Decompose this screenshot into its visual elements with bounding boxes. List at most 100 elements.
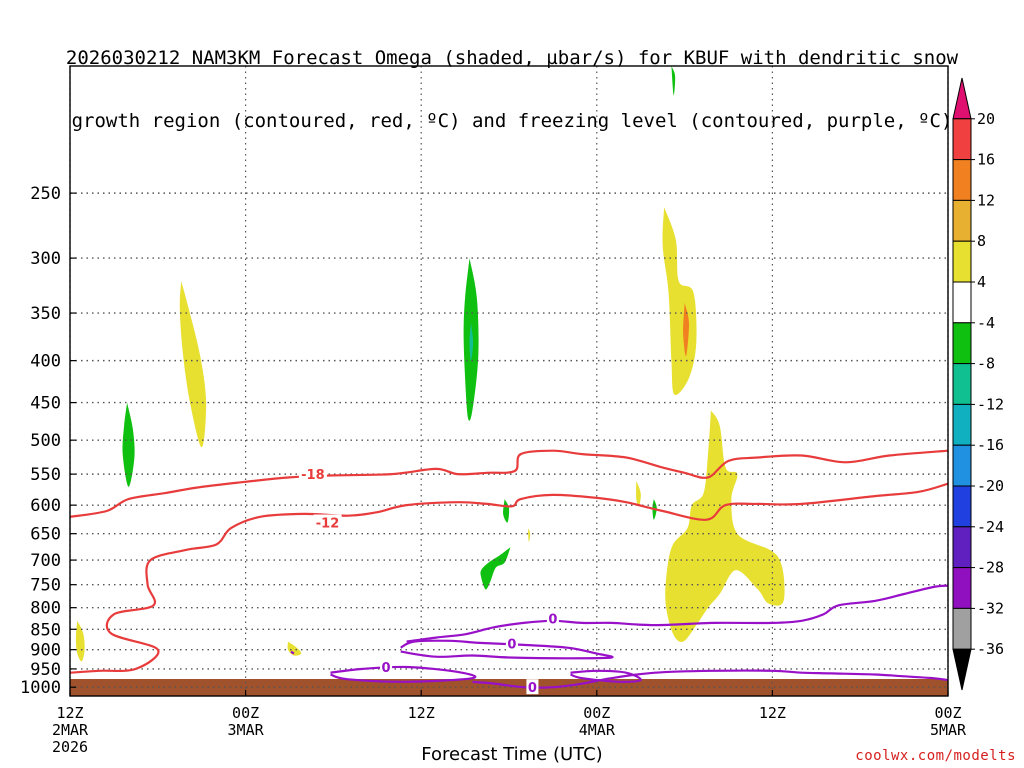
contour-label-bg <box>526 679 539 695</box>
freezing-level-contour-line <box>290 650 295 655</box>
colorbar-segment <box>952 363 972 405</box>
freezing-level-contour-line <box>330 665 477 683</box>
y-tick-label: 400 <box>30 352 61 372</box>
colorbar-label: -4 <box>977 314 995 332</box>
contour-label-bg <box>313 514 342 530</box>
x-tick-label: 4MAR <box>579 721 616 739</box>
x-tick-label: 5MAR <box>930 721 967 739</box>
y-tick-label: 350 <box>30 304 61 324</box>
colorbar-segment <box>952 485 972 528</box>
colorbar-label: 8 <box>977 232 986 250</box>
contour-label: -18 <box>301 468 325 483</box>
contour-label-bg <box>380 659 393 675</box>
x-tick-label: 00Z <box>934 704 961 722</box>
y-tick-label: 300 <box>30 249 61 269</box>
x-tick-label: 00Z <box>232 704 259 722</box>
colorbar-segment <box>952 526 972 569</box>
colorbar-label: -28 <box>977 559 1004 577</box>
chart-title-line-2: growth region (contoured, red, ºC) and f… <box>71 110 953 132</box>
colorbar-segment <box>952 281 972 324</box>
y-tick-label: 550 <box>30 465 61 485</box>
omega-shaded-region <box>75 620 85 662</box>
contour-label: 0 <box>382 661 391 676</box>
y-tick-label: 950 <box>30 660 61 680</box>
omega-shaded-region <box>179 281 207 448</box>
colorbar-label: 20 <box>977 110 995 128</box>
colorbar-label: -8 <box>977 355 995 373</box>
y-tick-label: 900 <box>30 641 61 661</box>
omega-shaded-region <box>503 499 510 523</box>
y-tick-label: 250 <box>30 184 61 204</box>
credit-text: coolwx.com/modelts <box>855 748 1016 764</box>
colorbar-segment <box>952 567 972 609</box>
colorbar-label: 4 <box>977 273 986 291</box>
colorbar-label: 12 <box>977 191 995 209</box>
colorbar-label: -24 <box>977 518 1004 536</box>
contour-label: 0 <box>528 681 537 696</box>
omega-shaded-region <box>662 207 697 396</box>
omega-shaded-region <box>528 528 531 542</box>
plot-frame <box>69 65 949 697</box>
grid-layer <box>69 66 949 696</box>
chart-title: 2026030212 NAM3KM Forecast Omega (shaded… <box>0 6 1024 153</box>
omega-shaded-region <box>469 323 474 361</box>
colorbar-segment <box>952 159 972 201</box>
colorbar-segment <box>952 322 972 365</box>
x-tick-label: 12Z <box>56 704 83 722</box>
colorbar-label: -20 <box>977 477 1004 495</box>
omega-shaded-region <box>122 402 135 487</box>
dgz-contour-line <box>69 449 949 518</box>
freezing-level-contour-line <box>400 639 614 660</box>
x-axis-title: Forecast Time (UTC) <box>421 744 603 765</box>
y-tick-label: 800 <box>30 599 61 619</box>
contour-label: 0 <box>548 613 557 628</box>
terrain-surface-band <box>70 679 948 696</box>
contour-label: 0 <box>507 638 516 653</box>
x-tick-label: 00Z <box>583 704 610 722</box>
y-tick-label: 650 <box>30 525 61 545</box>
omega-shaded-region <box>636 480 641 506</box>
x-tick-label: 12Z <box>408 704 435 722</box>
omega-shaded-region <box>665 410 785 642</box>
contour-label: -12 <box>316 517 340 532</box>
omega-shaded-region <box>671 66 676 96</box>
freezing-level-contour-line <box>406 584 949 643</box>
y-tick-label: 1000 <box>20 678 61 698</box>
colorbar-segment <box>952 199 972 242</box>
colorbar-segment <box>952 444 972 487</box>
contour-label-bg <box>505 635 518 651</box>
omega-shaded-region <box>480 547 511 590</box>
colorbar-top-arrow <box>952 77 972 120</box>
colorbar-label: -32 <box>977 599 1004 617</box>
y-axis: 2503003504004505005506006507007508008509… <box>20 184 76 698</box>
colorbar-bottom-arrow <box>952 648 972 691</box>
y-tick-label: 850 <box>30 620 61 640</box>
y-tick-label: 600 <box>30 496 61 516</box>
x-tick-label: 12Z <box>759 704 786 722</box>
contour-label-bg <box>546 610 559 626</box>
colorbar-label: -12 <box>977 395 1004 413</box>
colorbar-label: 16 <box>977 151 995 169</box>
x-tick-label: 2026 <box>52 738 88 756</box>
freezing-level-contour-line <box>570 669 642 683</box>
colorbar-segment <box>952 240 972 283</box>
omega-shading-layer <box>75 66 785 662</box>
contour-layer: -18 -12 0 0 0 0 <box>69 449 949 696</box>
omega-shaded-region <box>683 302 690 357</box>
y-tick-label: 450 <box>30 394 61 414</box>
colorbar-segment <box>952 118 972 161</box>
y-tick-label: 700 <box>30 551 61 571</box>
x-tick-label: 3MAR <box>228 721 265 739</box>
colorbar-label: -36 <box>977 640 1004 658</box>
dgz-contour-line <box>69 482 949 674</box>
colorbar-label: -16 <box>977 436 1004 454</box>
omega-shaded-region <box>287 641 302 656</box>
y-tick-label: 500 <box>30 431 61 451</box>
y-tick-label: 750 <box>30 576 61 596</box>
contour-label-bg <box>298 466 327 482</box>
colorbar-segment <box>952 607 972 650</box>
x-tick-label: 2MAR <box>52 721 89 739</box>
colorbar-segment <box>952 403 972 446</box>
